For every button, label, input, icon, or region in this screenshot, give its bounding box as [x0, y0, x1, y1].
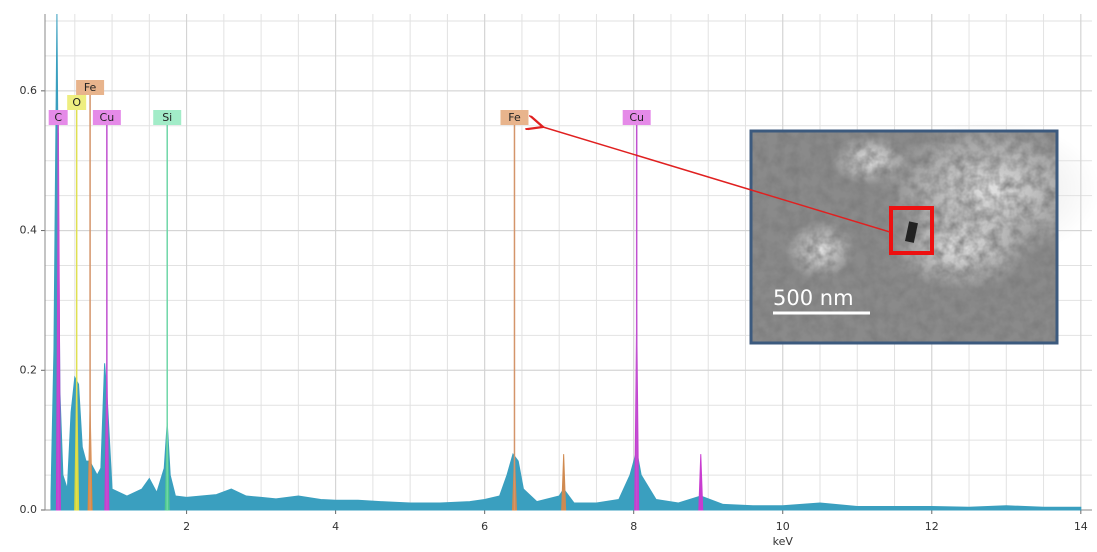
y-tick-label: 0.4	[20, 224, 38, 237]
y-tick-label: 0.0	[20, 503, 38, 516]
element-label: Fe	[508, 111, 521, 124]
x-tick-label: 10	[776, 520, 790, 533]
x-tick-label: 14	[1074, 520, 1088, 533]
inset-image: 500 nm	[543, 120, 1097, 343]
y-tick-label: 0.2	[20, 363, 38, 376]
element-label: O	[72, 96, 81, 109]
element-label: Cu	[629, 111, 644, 124]
scale-bar-label: 500 nm	[773, 286, 854, 310]
x-tick-label: 2	[183, 520, 190, 533]
y-tick-label: 0.6	[20, 84, 38, 97]
element-peak	[562, 454, 566, 510]
x-tick-label: 6	[481, 520, 488, 533]
x-tick-label: 12	[925, 520, 939, 533]
element-label: Fe	[84, 81, 97, 94]
x-tick-label: 8	[630, 520, 637, 533]
x-axis-label: keV	[773, 535, 794, 548]
x-tick-label: 4	[332, 520, 339, 533]
image-texture	[751, 131, 1057, 343]
element-label: C	[54, 111, 62, 124]
chart: 24681012140.00.20.40.6keVCOFeCuSiFeCu 50…	[0, 0, 1097, 552]
element-label: Si	[162, 111, 172, 124]
element-label: Cu	[100, 111, 115, 124]
element-peak	[699, 454, 703, 510]
